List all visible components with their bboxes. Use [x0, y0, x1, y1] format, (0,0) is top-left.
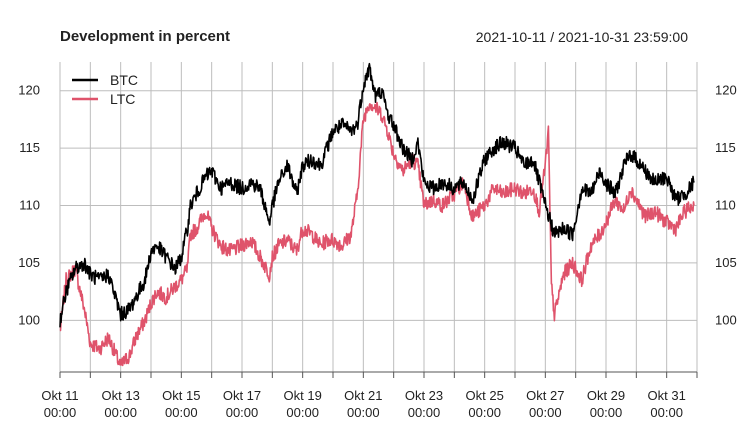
x-tick-label: Okt 13 [102, 388, 140, 403]
y-tick-label-left: 100 [18, 312, 40, 327]
x-tick-label: Okt 27 [526, 388, 564, 403]
x-tick-label-time: 00:00 [104, 405, 137, 420]
x-tick-label: Okt 21 [344, 388, 382, 403]
chart-title: Development in percent [60, 28, 231, 45]
axes: Okt 11 00:00 Okt 13 00:00 Okt 15 00:00 Okt 17 0… [18, 83, 736, 420]
x-tick-label-time: 00:00 [226, 405, 259, 420]
date-range: 2021-10-11 / 2021-10-31 23:59:00 [475, 29, 688, 45]
y-tick-label-right: 120 [715, 83, 737, 98]
y-tick-label-left: 115 [19, 140, 40, 155]
legend: BTC LTC [72, 72, 138, 107]
x-tick-label: Okt 15 [162, 388, 200, 403]
y-tick-label-left: 105 [18, 255, 40, 270]
x-tick-label: Okt 19 [284, 388, 322, 403]
x-tick-label-time: 00:00 [44, 405, 77, 420]
x-tick-label: Okt 29 [587, 388, 625, 403]
y-tick-label-right: 115 [715, 140, 736, 155]
x-tick-label: Okt 31 [648, 388, 686, 403]
x-tick-label: Okt 23 [405, 388, 443, 403]
y-tick-label-right: 110 [715, 198, 736, 213]
x-tick-label: Okt 11 [41, 388, 78, 403]
x-tick-label-time: 00:00 [590, 405, 623, 420]
y-tick-label-left: 110 [19, 198, 40, 213]
x-tick-label-time: 00:00 [347, 405, 380, 420]
x-tick-label-time: 00:00 [165, 405, 198, 420]
series-lines [59, 62, 695, 367]
grid [59, 62, 698, 372]
series-line-ltc [59, 101, 695, 367]
x-tick-label-time: 00:00 [408, 405, 441, 420]
legend-label-btc: BTC [110, 72, 138, 88]
y-tick-label-left: 120 [18, 83, 40, 98]
legend-label-ltc: LTC [110, 91, 135, 107]
y-tick-label-right: 105 [715, 255, 737, 270]
x-tick-label-time: 00:00 [650, 405, 683, 420]
y-tick-label-right: 100 [715, 312, 737, 327]
x-tick-label-time: 00:00 [286, 405, 319, 420]
x-tick-label-time: 00:00 [468, 405, 501, 420]
x-tick-label: Okt 17 [223, 388, 261, 403]
x-tick-label: Okt 25 [466, 388, 504, 403]
series-line-btc [59, 62, 695, 328]
x-tick-label-time: 00:00 [529, 405, 562, 420]
